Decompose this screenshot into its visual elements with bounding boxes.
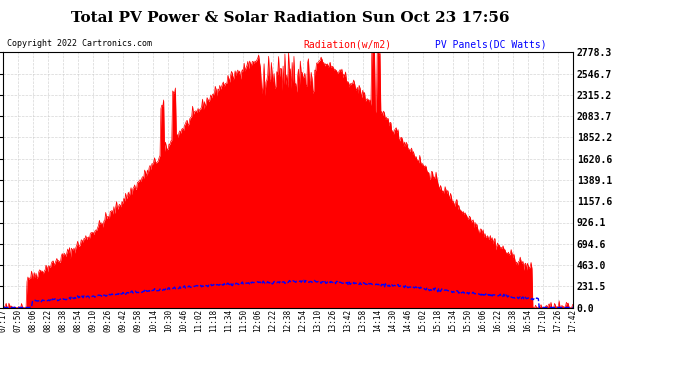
Text: Copyright 2022 Cartronics.com: Copyright 2022 Cartronics.com <box>7 39 152 48</box>
Text: Total PV Power & Solar Radiation Sun Oct 23 17:56: Total PV Power & Solar Radiation Sun Oct… <box>70 11 509 25</box>
Text: Radiation(w/m2): Radiation(w/m2) <box>304 39 392 50</box>
Text: PV Panels(DC Watts): PV Panels(DC Watts) <box>435 39 546 50</box>
